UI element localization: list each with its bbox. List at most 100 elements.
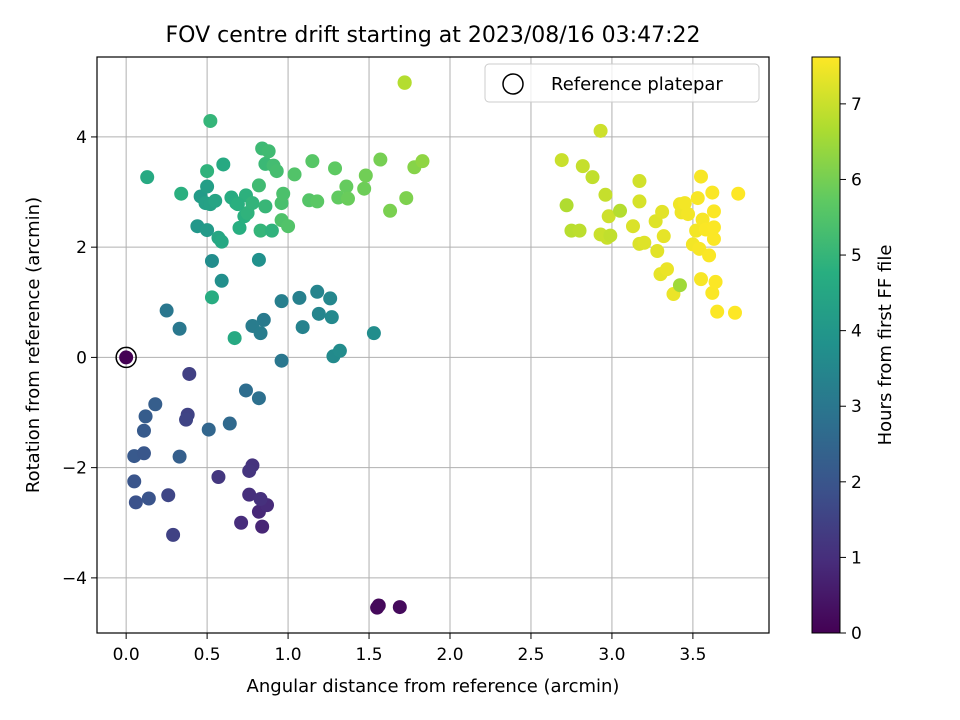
x-tick-label: 0.0 xyxy=(113,645,140,665)
data-point xyxy=(232,220,247,235)
data-point xyxy=(216,157,231,172)
colorbar-gradient xyxy=(811,56,841,634)
colorbar-ticks: 0 1 2 3 4 5 6 7 xyxy=(840,95,862,644)
data-point xyxy=(572,223,587,238)
plot-frame xyxy=(96,56,770,634)
colorbar-tick-label: 1 xyxy=(851,548,862,568)
data-point xyxy=(655,204,670,219)
data-point xyxy=(203,113,218,128)
data-point xyxy=(253,223,268,238)
y-tick-label: 0 xyxy=(76,348,87,368)
x-tick-label: 2.5 xyxy=(517,645,544,665)
data-point xyxy=(632,194,647,209)
x-tick-label: 3.0 xyxy=(598,645,625,665)
data-point xyxy=(323,291,338,306)
y-tick-label: −4 xyxy=(62,569,87,589)
colorbar: 0 1 2 3 4 5 6 7 Hours from first FF file xyxy=(811,56,896,644)
data-point xyxy=(373,152,388,167)
data-point xyxy=(136,423,151,438)
data-point xyxy=(575,159,590,174)
data-point xyxy=(705,185,720,200)
legend-entry-label: Reference platepar xyxy=(551,74,723,95)
data-point xyxy=(731,186,746,201)
data-point xyxy=(705,285,720,300)
data-point xyxy=(251,391,266,406)
data-point xyxy=(625,219,640,234)
chart-title: FOV centre drift starting at 2023/08/16 … xyxy=(166,23,701,48)
y-tick-label: 2 xyxy=(76,238,87,258)
data-point xyxy=(128,495,143,510)
data-point xyxy=(650,244,665,259)
data-point xyxy=(287,167,302,182)
data-point xyxy=(399,191,414,206)
data-point xyxy=(358,168,373,183)
data-point xyxy=(656,229,671,244)
data-point xyxy=(200,223,215,238)
data-point xyxy=(161,488,176,503)
data-point xyxy=(292,290,307,305)
data-point xyxy=(693,169,708,184)
colorbar-label: Hours from first FF file xyxy=(875,245,896,446)
data-point xyxy=(370,600,385,615)
data-point xyxy=(251,178,266,193)
x-tick-label: 2.0 xyxy=(436,645,463,665)
data-point xyxy=(166,527,181,542)
x-tick-label: 1.5 xyxy=(356,645,383,665)
data-point xyxy=(677,196,692,211)
data-point xyxy=(138,409,153,424)
data-point xyxy=(119,350,134,365)
data-point xyxy=(211,470,226,485)
data-point xyxy=(706,231,721,246)
data-point xyxy=(659,262,674,277)
data-point xyxy=(593,123,608,138)
data-points xyxy=(119,75,746,615)
data-point xyxy=(141,491,156,506)
data-point xyxy=(392,600,407,615)
colorbar-tick-label: 6 xyxy=(851,170,862,190)
y-tick-label: 4 xyxy=(76,128,87,148)
data-point xyxy=(214,273,229,288)
x-tick-label: 0.5 xyxy=(194,645,221,665)
data-point xyxy=(690,191,705,206)
colorbar-tick-label: 3 xyxy=(851,397,862,417)
data-point xyxy=(201,422,216,437)
colorbar-tick-label: 2 xyxy=(851,473,862,493)
data-point xyxy=(182,366,197,381)
data-point xyxy=(415,154,430,169)
y-axis-ticks: −4 −2 0 2 4 xyxy=(62,128,97,589)
data-point xyxy=(305,154,320,169)
data-point xyxy=(702,248,717,263)
data-point xyxy=(601,209,616,224)
data-point xyxy=(706,204,721,219)
colorbar-tick-label: 4 xyxy=(851,322,862,342)
data-point xyxy=(559,198,574,213)
data-point xyxy=(332,343,347,358)
data-point xyxy=(554,153,569,168)
data-point xyxy=(172,449,187,464)
data-point xyxy=(708,274,723,289)
data-point xyxy=(204,290,219,305)
data-point xyxy=(274,353,289,368)
data-point xyxy=(261,144,276,159)
data-point xyxy=(613,203,628,218)
data-point xyxy=(328,161,343,176)
data-point xyxy=(242,487,257,502)
y-tick-label: −2 xyxy=(62,459,87,479)
data-point xyxy=(127,474,142,489)
data-point xyxy=(637,235,652,250)
data-point xyxy=(585,170,600,185)
data-point xyxy=(383,203,398,218)
x-tick-label: 3.5 xyxy=(679,645,706,665)
data-point xyxy=(324,310,339,325)
data-point xyxy=(632,174,647,189)
legend-marker-icon xyxy=(502,73,524,95)
colorbar-tick-label: 5 xyxy=(851,246,862,266)
x-axis-label: Angular distance from reference (arcmin) xyxy=(247,676,620,697)
data-point xyxy=(706,220,721,235)
data-point xyxy=(310,194,325,209)
data-point xyxy=(311,306,326,321)
data-point xyxy=(204,253,219,268)
legend: Reference platepar xyxy=(484,63,760,103)
data-point xyxy=(357,181,372,196)
data-point xyxy=(681,207,696,222)
